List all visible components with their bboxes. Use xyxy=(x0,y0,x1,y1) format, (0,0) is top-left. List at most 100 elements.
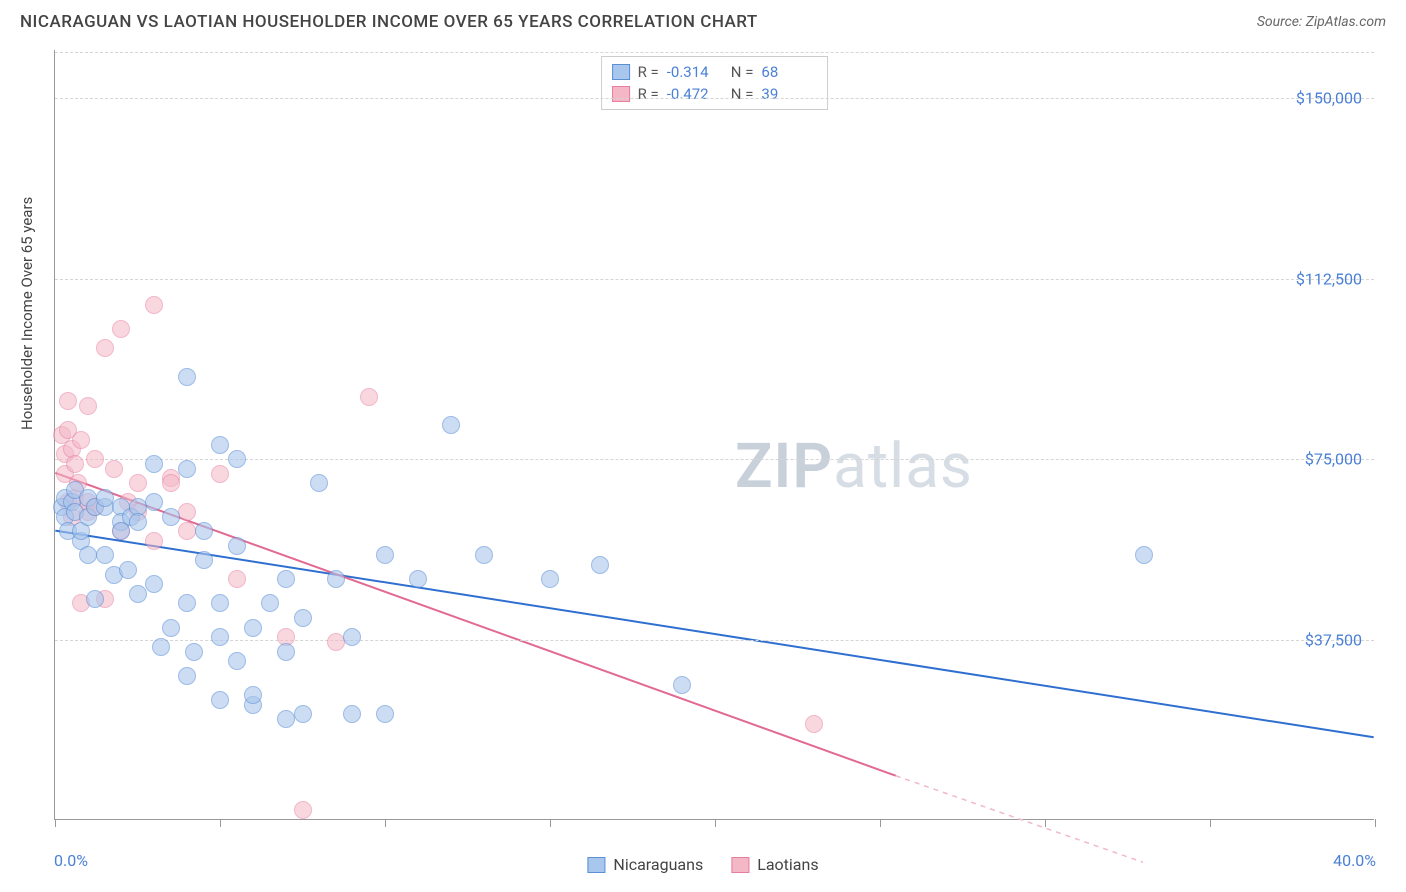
data-point-laotians xyxy=(59,392,77,410)
data-point-nicaraguans xyxy=(162,508,180,526)
x-axis-max-label: 40.0% xyxy=(1333,851,1376,870)
x-tick xyxy=(1045,819,1046,827)
swatch-laotians xyxy=(612,86,630,102)
data-point-nicaraguans xyxy=(211,691,229,709)
data-point-laotians xyxy=(805,715,823,733)
x-tick xyxy=(715,819,716,827)
correlation-row-nicaraguans: R = -0.314 N = 68 xyxy=(612,61,818,83)
n-value-nicaraguans: 68 xyxy=(761,61,817,83)
data-point-nicaraguans xyxy=(96,546,114,564)
x-tick xyxy=(385,819,386,827)
legend-swatch-laotians xyxy=(731,857,749,873)
correlation-row-laotians: R = -0.472 N = 39 xyxy=(612,83,818,105)
source-attribution: Source: ZipAtlas.com xyxy=(1257,14,1386,30)
legend-swatch-nicaraguans xyxy=(587,857,605,873)
data-point-laotians xyxy=(72,431,90,449)
r-label: R = xyxy=(638,61,659,83)
y-tick-label: $150,000 xyxy=(1296,89,1362,108)
data-point-nicaraguans xyxy=(244,686,262,704)
data-point-laotians xyxy=(145,296,163,314)
data-point-nicaraguans xyxy=(228,450,246,468)
data-point-nicaraguans xyxy=(178,460,196,478)
data-point-nicaraguans xyxy=(178,667,196,685)
data-point-nicaraguans xyxy=(673,676,691,694)
data-point-laotians xyxy=(66,455,84,473)
data-point-nicaraguans xyxy=(228,537,246,555)
data-point-nicaraguans xyxy=(277,643,295,661)
watermark-zip: ZIP xyxy=(735,430,833,503)
data-point-nicaraguans xyxy=(475,546,493,564)
data-point-laotians xyxy=(211,465,229,483)
data-point-nicaraguans xyxy=(442,416,460,434)
n-label: N = xyxy=(731,61,754,83)
data-point-nicaraguans xyxy=(211,628,229,646)
watermark-atlas: atlas xyxy=(833,430,973,503)
plot-area: ZIPatlas R = -0.314 N = 68 R = -0.472 N … xyxy=(54,50,1374,820)
swatch-nicaraguans xyxy=(612,64,630,80)
data-point-nicaraguans xyxy=(244,619,262,637)
data-point-laotians xyxy=(178,522,196,540)
x-tick xyxy=(1375,819,1376,827)
data-point-nicaraguans xyxy=(343,628,361,646)
data-point-laotians xyxy=(145,532,163,550)
y-tick-label: $75,000 xyxy=(1305,450,1362,469)
data-point-nicaraguans xyxy=(145,455,163,473)
data-point-nicaraguans xyxy=(162,619,180,637)
x-tick xyxy=(550,819,551,827)
data-point-nicaraguans xyxy=(376,705,394,723)
data-point-laotians xyxy=(162,474,180,492)
r-value-laotians: -0.472 xyxy=(667,83,723,105)
data-point-nicaraguans xyxy=(145,493,163,511)
data-point-nicaraguans xyxy=(195,522,213,540)
data-point-laotians xyxy=(79,397,97,415)
data-point-nicaraguans xyxy=(178,594,196,612)
data-point-nicaraguans xyxy=(376,546,394,564)
data-point-nicaraguans xyxy=(152,638,170,656)
gridline-horizontal xyxy=(55,279,1374,280)
data-point-nicaraguans xyxy=(195,551,213,569)
data-point-nicaraguans xyxy=(277,710,295,728)
data-point-laotians xyxy=(96,339,114,357)
x-axis-min-label: 0.0% xyxy=(54,851,88,870)
data-point-laotians xyxy=(86,450,104,468)
data-point-laotians xyxy=(228,570,246,588)
chart-header: NICARAGUAN VS LAOTIAN HOUSEHOLDER INCOME… xyxy=(0,0,1406,40)
data-point-nicaraguans xyxy=(129,513,147,531)
data-point-nicaraguans xyxy=(211,594,229,612)
data-point-nicaraguans xyxy=(129,585,147,603)
data-point-nicaraguans xyxy=(119,561,137,579)
x-tick xyxy=(1210,819,1211,827)
data-point-nicaraguans xyxy=(96,489,114,507)
legend-item-laotians: Laotians xyxy=(731,855,818,874)
data-point-nicaraguans xyxy=(145,575,163,593)
data-point-laotians xyxy=(112,320,130,338)
x-tick xyxy=(880,819,881,827)
gridline-horizontal xyxy=(55,459,1374,460)
data-point-nicaraguans xyxy=(294,609,312,627)
data-point-nicaraguans xyxy=(541,570,559,588)
r-label: R = xyxy=(638,83,659,105)
data-point-nicaraguans xyxy=(261,594,279,612)
r-value-nicaraguans: -0.314 xyxy=(667,61,723,83)
correlation-legend: R = -0.314 N = 68 R = -0.472 N = 39 xyxy=(601,56,829,110)
y-axis-label: Householder Income Over 65 years xyxy=(18,197,36,430)
source-name: ZipAtlas.com xyxy=(1306,14,1386,30)
data-point-nicaraguans xyxy=(591,556,609,574)
gridline-horizontal xyxy=(55,98,1374,99)
data-point-nicaraguans xyxy=(343,705,361,723)
legend-label-laotians: Laotians xyxy=(757,855,818,874)
y-tick-label: $112,500 xyxy=(1296,269,1362,288)
legend-label-nicaraguans: Nicaraguans xyxy=(613,855,703,874)
x-tick xyxy=(55,819,56,827)
data-point-nicaraguans xyxy=(79,546,97,564)
data-point-nicaraguans xyxy=(277,570,295,588)
gridline-horizontal xyxy=(55,52,1374,53)
data-point-nicaraguans xyxy=(294,705,312,723)
data-point-laotians xyxy=(360,388,378,406)
legend-item-nicaraguans: Nicaraguans xyxy=(587,855,703,874)
data-point-laotians xyxy=(294,801,312,819)
data-point-nicaraguans xyxy=(409,570,427,588)
y-tick-label: $37,500 xyxy=(1305,630,1362,649)
gridline-horizontal xyxy=(55,640,1374,641)
data-point-nicaraguans xyxy=(211,436,229,454)
